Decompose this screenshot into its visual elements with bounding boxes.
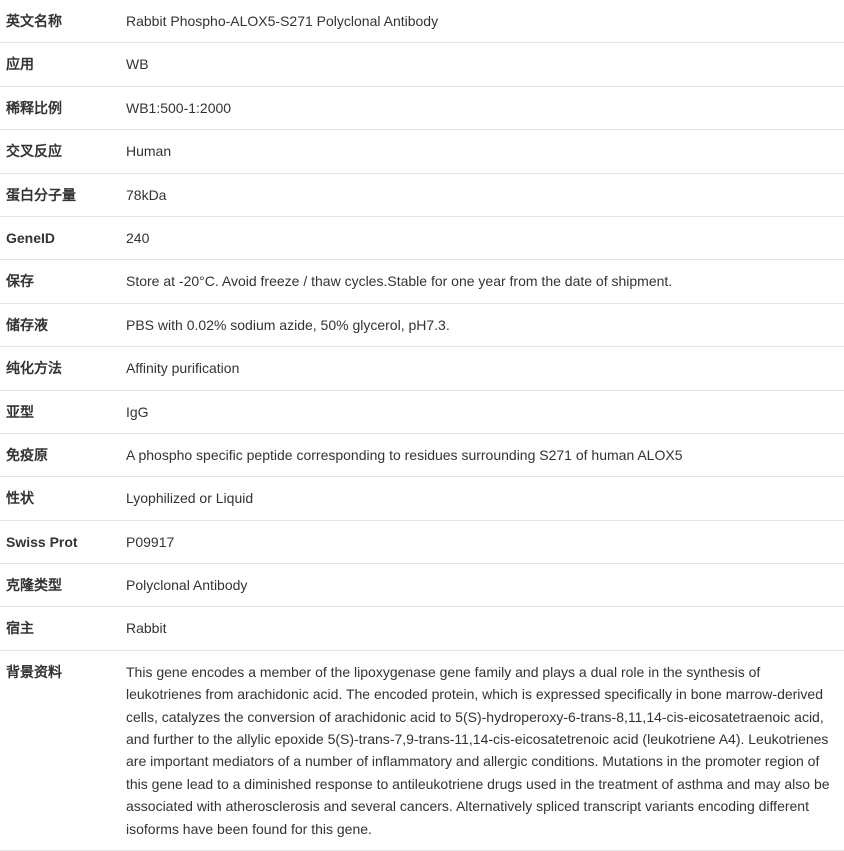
row-label: 英文名称 <box>0 0 120 43</box>
table-row: 免疫原A phospho specific peptide correspond… <box>0 433 844 476</box>
table-row: 背景资料This gene encodes a member of the li… <box>0 650 844 850</box>
table-row: 储存液PBS with 0.02% sodium azide, 50% glyc… <box>0 303 844 346</box>
row-label: Swiss Prot <box>0 520 120 563</box>
row-label: 应用 <box>0 43 120 86</box>
row-label: 免疫原 <box>0 433 120 476</box>
row-label: GeneID <box>0 216 120 259</box>
row-value: Human <box>120 130 844 173</box>
table-row: Swiss ProtP09917 <box>0 520 844 563</box>
row-value: P09917 <box>120 520 844 563</box>
table-row: 蛋白分子量78kDa <box>0 173 844 216</box>
row-label: 储存液 <box>0 303 120 346</box>
row-value: WB <box>120 43 844 86</box>
table-row: 亚型IgG <box>0 390 844 433</box>
row-value: Rabbit <box>120 607 844 650</box>
table-row: 保存Store at -20°C. Avoid freeze / thaw cy… <box>0 260 844 303</box>
table-row: GeneID240 <box>0 216 844 259</box>
row-value: Affinity purification <box>120 347 844 390</box>
row-value: Store at -20°C. Avoid freeze / thaw cycl… <box>120 260 844 303</box>
table-row: 宿主Rabbit <box>0 607 844 650</box>
table-row: 稀释比例WB1:500-1:2000 <box>0 86 844 129</box>
row-label: 纯化方法 <box>0 347 120 390</box>
table-row: 克隆类型Polyclonal Antibody <box>0 564 844 607</box>
table-row: 纯化方法Affinity purification <box>0 347 844 390</box>
row-value: Lyophilized or Liquid <box>120 477 844 520</box>
row-label: 宿主 <box>0 607 120 650</box>
row-value: Rabbit Phospho-ALOX5-S271 Polyclonal Ant… <box>120 0 844 43</box>
table-row: 性状Lyophilized or Liquid <box>0 477 844 520</box>
table-row: 英文名称Rabbit Phospho-ALOX5-S271 Polyclonal… <box>0 0 844 43</box>
row-value: IgG <box>120 390 844 433</box>
row-value: 78kDa <box>120 173 844 216</box>
row-label: 亚型 <box>0 390 120 433</box>
table-row: 交叉反应Human <box>0 130 844 173</box>
product-info-table: 英文名称Rabbit Phospho-ALOX5-S271 Polyclonal… <box>0 0 844 851</box>
row-value: WB1:500-1:2000 <box>120 86 844 129</box>
row-label: 克隆类型 <box>0 564 120 607</box>
row-label: 稀释比例 <box>0 86 120 129</box>
row-label: 背景资料 <box>0 650 120 850</box>
row-value: A phospho specific peptide corresponding… <box>120 433 844 476</box>
row-label: 交叉反应 <box>0 130 120 173</box>
row-label: 性状 <box>0 477 120 520</box>
row-value: PBS with 0.02% sodium azide, 50% glycero… <box>120 303 844 346</box>
row-value: 240 <box>120 216 844 259</box>
table-row: 应用WB <box>0 43 844 86</box>
row-label: 保存 <box>0 260 120 303</box>
row-value: This gene encodes a member of the lipoxy… <box>120 650 844 850</box>
table-body: 英文名称Rabbit Phospho-ALOX5-S271 Polyclonal… <box>0 0 844 850</box>
row-value: Polyclonal Antibody <box>120 564 844 607</box>
row-label: 蛋白分子量 <box>0 173 120 216</box>
